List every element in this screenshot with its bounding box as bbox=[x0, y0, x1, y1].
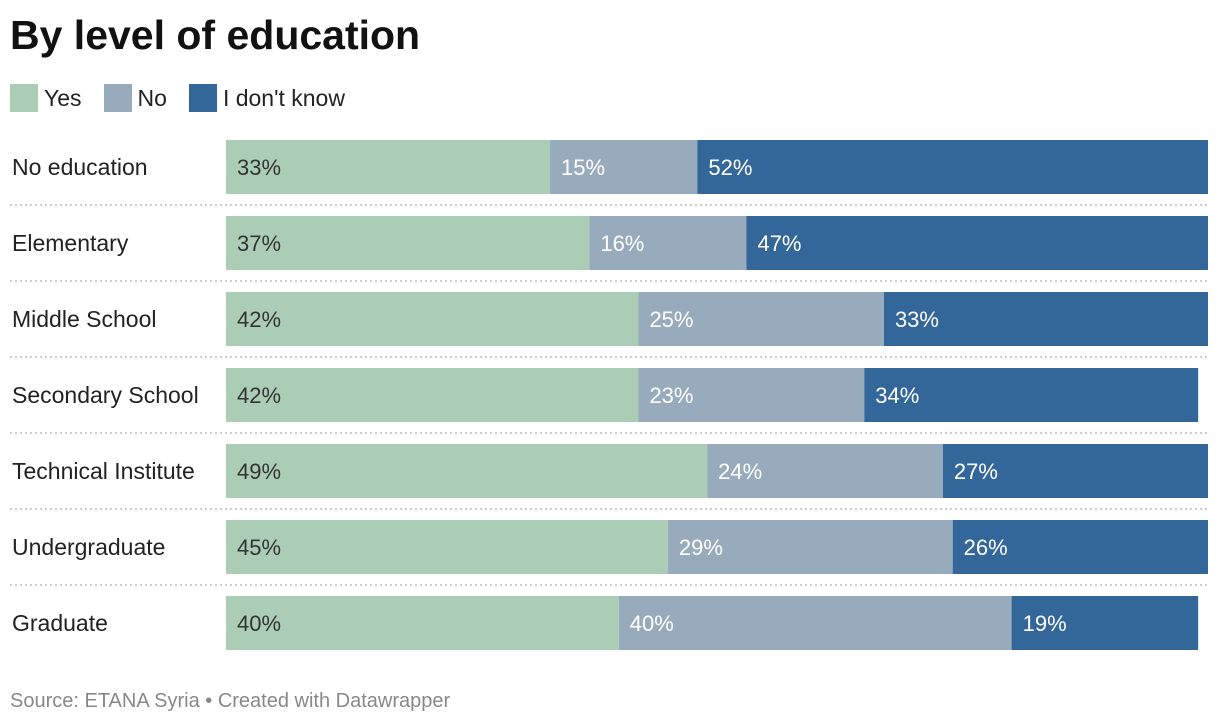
data-label-middle-school-i-don-t-know: 33% bbox=[895, 307, 939, 332]
data-label-technical-institute-i-don-t-know: 27% bbox=[954, 459, 998, 484]
legend-label-no: No bbox=[137, 84, 167, 111]
data-label-undergraduate-yes: 45% bbox=[237, 535, 281, 560]
bar-segment-undergraduate-no bbox=[667, 520, 953, 574]
data-label-middle-school-no: 25% bbox=[649, 307, 693, 332]
legend-item-yes: Yes bbox=[10, 84, 82, 112]
bar-segment-elementary-yes bbox=[226, 216, 590, 270]
bar-segment-no-education-i-don-t-know bbox=[697, 140, 1208, 194]
data-label-secondary-school-no: 23% bbox=[649, 383, 693, 408]
bar-segment-graduate-i-don-t-know bbox=[1011, 596, 1199, 650]
bar-segment-elementary-no bbox=[589, 216, 747, 270]
bar-segment-middle-school-no bbox=[638, 292, 884, 346]
category-label-graduate: Graduate bbox=[12, 610, 108, 636]
data-label-undergraduate-no: 29% bbox=[679, 535, 723, 560]
data-label-elementary-yes: 37% bbox=[237, 231, 281, 256]
category-label-technical-institute: Technical Institute bbox=[12, 458, 195, 484]
bar-segment-technical-institute-no bbox=[707, 444, 943, 498]
legend-item-no: No bbox=[103, 84, 167, 112]
bar-segment-graduate-yes bbox=[226, 596, 619, 650]
bar-segment-secondary-school-no bbox=[638, 368, 865, 422]
source-note: Source: ETANA Syria • Created with Dataw… bbox=[10, 690, 451, 712]
legend-swatch-no bbox=[103, 84, 132, 112]
category-label-no-education: No education bbox=[12, 154, 148, 180]
bar-segment-middle-school-yes bbox=[226, 292, 639, 346]
data-label-middle-school-yes: 42% bbox=[237, 307, 281, 332]
category-label-secondary-school: Secondary School bbox=[12, 382, 199, 408]
bar-segment-middle-school-i-don-t-know bbox=[883, 292, 1208, 346]
bar-segment-undergraduate-i-don-t-know bbox=[952, 520, 1208, 574]
bar-segment-no-education-yes bbox=[226, 140, 551, 194]
bar-segment-technical-institute-yes bbox=[226, 444, 708, 498]
data-label-technical-institute-yes: 49% bbox=[237, 459, 281, 484]
legend-label-dont-know: I don't know bbox=[222, 84, 345, 111]
category-label-undergraduate: Undergraduate bbox=[12, 534, 165, 560]
category-label-middle-school: Middle School bbox=[12, 306, 156, 332]
chart-title: By level of education bbox=[10, 12, 421, 58]
bar-segment-graduate-no bbox=[618, 596, 1012, 650]
data-label-elementary-no: 16% bbox=[600, 231, 644, 256]
data-label-graduate-i-don-t-know: 19% bbox=[1023, 611, 1067, 636]
bar-segment-undergraduate-yes bbox=[226, 520, 668, 574]
bar-segment-secondary-school-i-don-t-know bbox=[864, 368, 1199, 422]
bar-segment-no-education-no bbox=[550, 140, 698, 194]
legend-swatch-yes bbox=[10, 84, 38, 112]
bar-segment-secondary-school-yes bbox=[226, 368, 639, 422]
data-label-secondary-school-i-don-t-know: 34% bbox=[875, 383, 919, 408]
legend-item-dont-know: I don't know bbox=[188, 84, 345, 112]
legend-label-yes: Yes bbox=[44, 84, 82, 111]
category-label-elementary: Elementary bbox=[12, 230, 129, 256]
legend: Yes No I don't know bbox=[10, 84, 367, 112]
data-label-no-education-no: 15% bbox=[561, 155, 605, 180]
data-label-graduate-no: 40% bbox=[630, 611, 674, 636]
data-label-undergraduate-i-don-t-know: 26% bbox=[964, 535, 1008, 560]
data-label-elementary-i-don-t-know: 47% bbox=[757, 231, 801, 256]
bar-segment-technical-institute-i-don-t-know bbox=[942, 444, 1208, 498]
data-label-secondary-school-yes: 42% bbox=[237, 383, 281, 408]
data-label-technical-institute-no: 24% bbox=[718, 459, 762, 484]
legend-swatch-dont-know bbox=[188, 84, 217, 112]
data-label-no-education-yes: 33% bbox=[237, 155, 281, 180]
bar-segment-elementary-i-don-t-know bbox=[746, 216, 1208, 270]
data-label-graduate-yes: 40% bbox=[237, 611, 281, 636]
data-label-no-education-i-don-t-know: 52% bbox=[708, 155, 752, 180]
